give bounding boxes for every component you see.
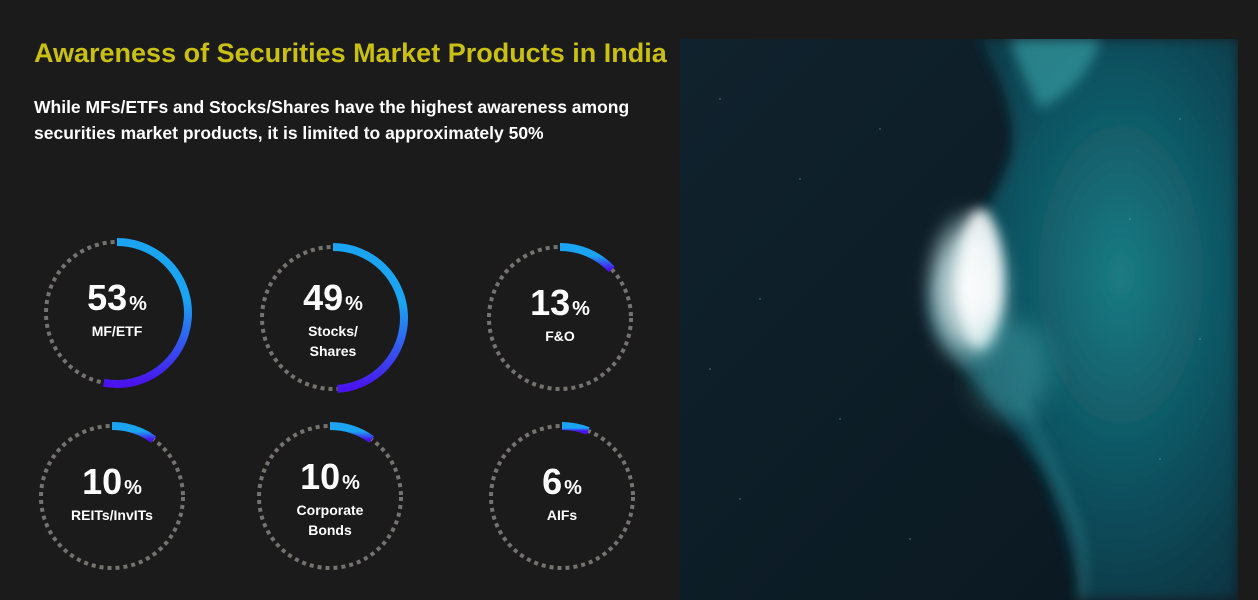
gauge-value-number: 53: [87, 277, 127, 318]
gauge-value-number: 6: [542, 461, 562, 502]
gauge-aifs: 6 % AIFs: [489, 422, 635, 570]
gauge-category-label: AIFs: [547, 507, 578, 523]
ocean-wave-photo: [680, 39, 1238, 600]
gauge-value-label: 6%: [542, 461, 582, 502]
gauge-category-label: Shares: [310, 343, 357, 359]
page-title: Awareness of Securities Market Products …: [34, 38, 667, 68]
gauge-category-label: MF/ETF: [92, 323, 143, 339]
gauge-corporate-bonds: 10 % Corporate Bonds: [257, 422, 403, 570]
gauge-value-unit: %: [129, 293, 147, 315]
gauge-value-label: 13%: [530, 282, 590, 323]
awareness-gauges-chart: 53 % MF/ETF 49 % Stocks/Shares 13 % F&O 10 % REITs/…: [39, 238, 635, 570]
gauge-value-arc: [559, 243, 615, 273]
page-subtitle: While MFs/ETFs and Stocks/Shares have th…: [34, 97, 630, 143]
gauge-category-label: Bonds: [308, 522, 352, 538]
gauge-value-unit: %: [345, 293, 363, 315]
gauge-track: [487, 245, 633, 391]
gauge-category-label: Stocks/: [308, 323, 358, 339]
gauge-value-number: 10: [82, 461, 122, 502]
gauge-track: [39, 424, 185, 570]
gauge-value-number: 49: [303, 277, 343, 318]
gauge-value-arc: [111, 422, 157, 443]
gauge-track: [489, 424, 635, 570]
gauge-value-unit: %: [572, 298, 590, 320]
gauge-value-label: 53%: [87, 277, 147, 318]
gauge-value-unit: %: [564, 477, 582, 499]
gauge-value-label: 10%: [82, 461, 142, 502]
gauge-value-label: 49%: [303, 277, 363, 318]
gauge-category-label: REITs/InvITs: [71, 507, 153, 523]
gauge-category-label: F&O: [545, 328, 575, 344]
gauge-value-number: 10: [300, 456, 340, 497]
gauge-mf-etf: 53 % MF/ETF: [44, 238, 192, 388]
gauge-track: [257, 424, 403, 570]
gauge-category-label: Corporate: [297, 502, 364, 518]
gauge-value-arc: [332, 243, 408, 393]
gauge-value-arc: [102, 238, 192, 388]
gauge-value-label: 10%: [300, 456, 360, 497]
gauge-f-and-o: 13 % F&O: [487, 243, 633, 391]
gauge-value-arc: [561, 422, 590, 435]
gauge-value-unit: %: [124, 477, 142, 499]
gauge-reits-invits: 10 % REITs/InvITs: [39, 422, 185, 570]
gauge-value-unit: %: [342, 472, 360, 494]
gauge-stocks-shares: 49 % Stocks/Shares: [260, 243, 408, 393]
gauge-value-arc: [329, 422, 375, 443]
gauge-value-number: 13: [530, 282, 570, 323]
